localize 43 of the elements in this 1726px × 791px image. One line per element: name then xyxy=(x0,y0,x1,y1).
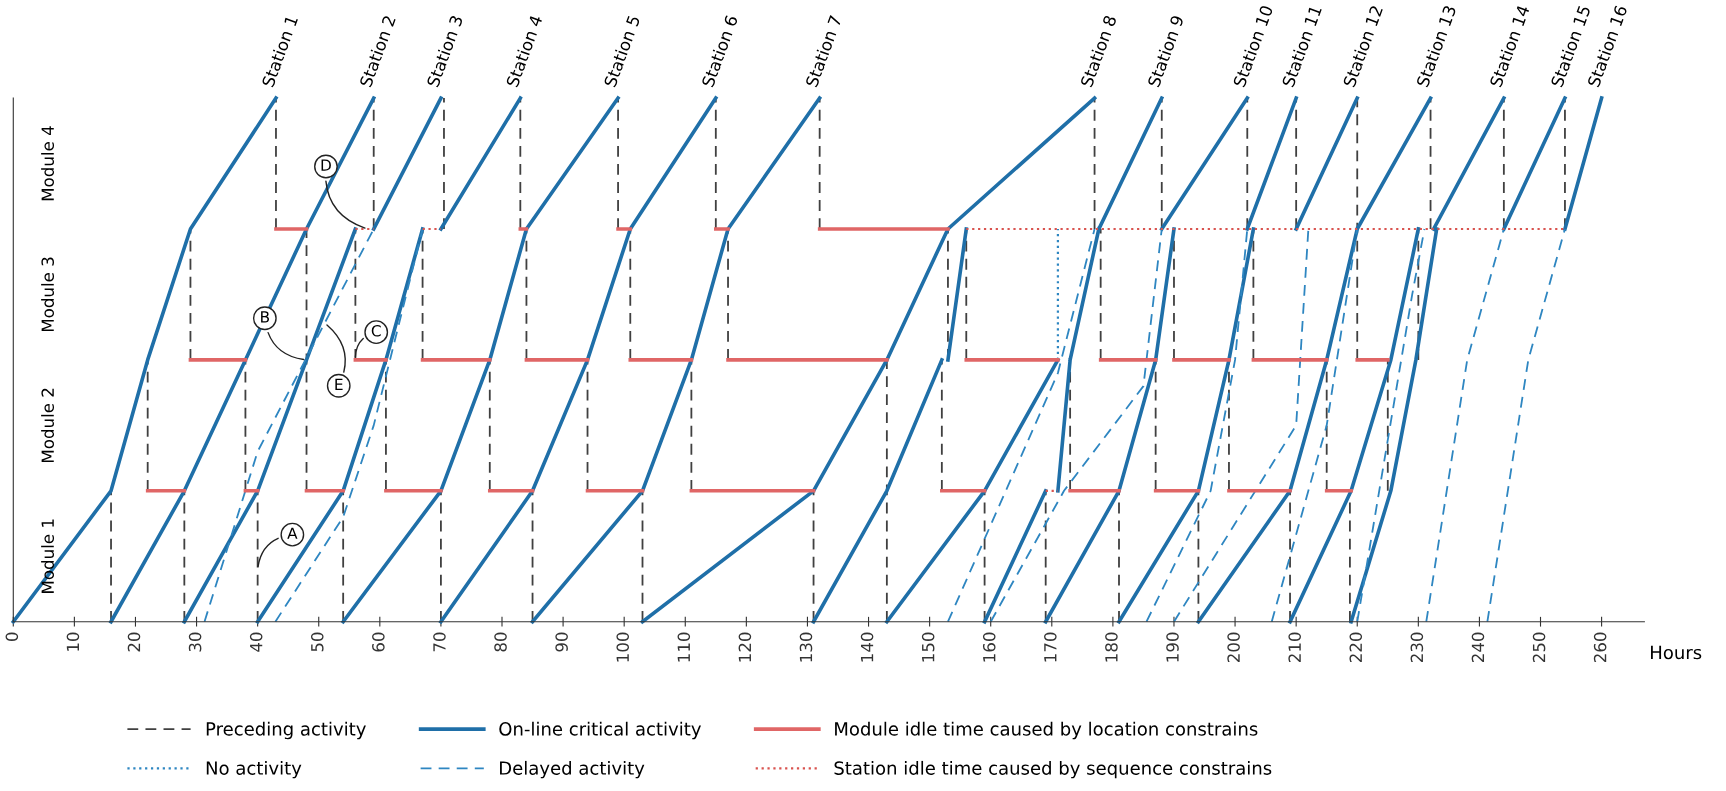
x-tick-label: 220 xyxy=(1349,632,1363,663)
x-tick-label: 110 xyxy=(677,632,691,662)
annotation: C xyxy=(371,325,381,337)
x-tick-label: 240 xyxy=(1471,632,1485,663)
x-tick-label: 10 xyxy=(66,632,80,651)
x-tick-label: 260 xyxy=(1593,632,1607,663)
x-tick-label: 100 xyxy=(616,632,630,662)
x-tick-label: 250 xyxy=(1532,632,1546,663)
annotation: Module 4 xyxy=(41,126,55,201)
x-tick-label: 140 xyxy=(860,632,874,662)
legend-label: Delayed activity xyxy=(500,760,645,779)
x-tick-label: 230 xyxy=(1410,632,1424,663)
x-tick-label: 60 xyxy=(372,632,385,652)
x-tick-label: 160 xyxy=(982,632,996,662)
legend-label: No activity xyxy=(206,760,302,779)
legend-label: Preceding activity xyxy=(206,721,366,740)
x-tick-label: 80 xyxy=(494,632,507,652)
x-tick-label: 50 xyxy=(310,632,324,652)
annotation: Module 3 xyxy=(41,257,55,332)
x-tick-label: 130 xyxy=(799,632,813,662)
legend-label: On-line critical activity xyxy=(499,721,701,740)
x-tick-label: 120 xyxy=(738,632,752,662)
x-tick-label: 210 xyxy=(1288,632,1301,663)
x-tick-label: 70 xyxy=(433,632,446,652)
annotation: Module 1 xyxy=(41,519,55,593)
x-axis-title: Hours xyxy=(1651,645,1702,660)
x-tick-label: 180 xyxy=(1105,632,1118,662)
x-tick-label: 90 xyxy=(555,632,568,652)
legend-label: Module idle time caused by location constrains xyxy=(835,721,1258,740)
x-tick-label: 190 xyxy=(1166,632,1179,662)
legend-label: Station idle time caused by sequence constrains xyxy=(834,760,1272,779)
annotation: B xyxy=(261,311,270,323)
annotation: Module 2 xyxy=(41,388,55,462)
x-tick-label: 40 xyxy=(249,632,263,652)
x-tick-label: 200 xyxy=(1227,632,1240,663)
x-tick-label: 20 xyxy=(127,632,141,652)
annotation: E xyxy=(335,378,343,390)
x-tick-label: 0 xyxy=(5,632,19,641)
x-tick-label: 30 xyxy=(188,632,202,652)
annotation: A xyxy=(287,527,298,539)
annotation: D xyxy=(321,159,331,171)
x-tick-label: 150 xyxy=(921,632,935,662)
x-tick-label: 170 xyxy=(1044,632,1057,662)
